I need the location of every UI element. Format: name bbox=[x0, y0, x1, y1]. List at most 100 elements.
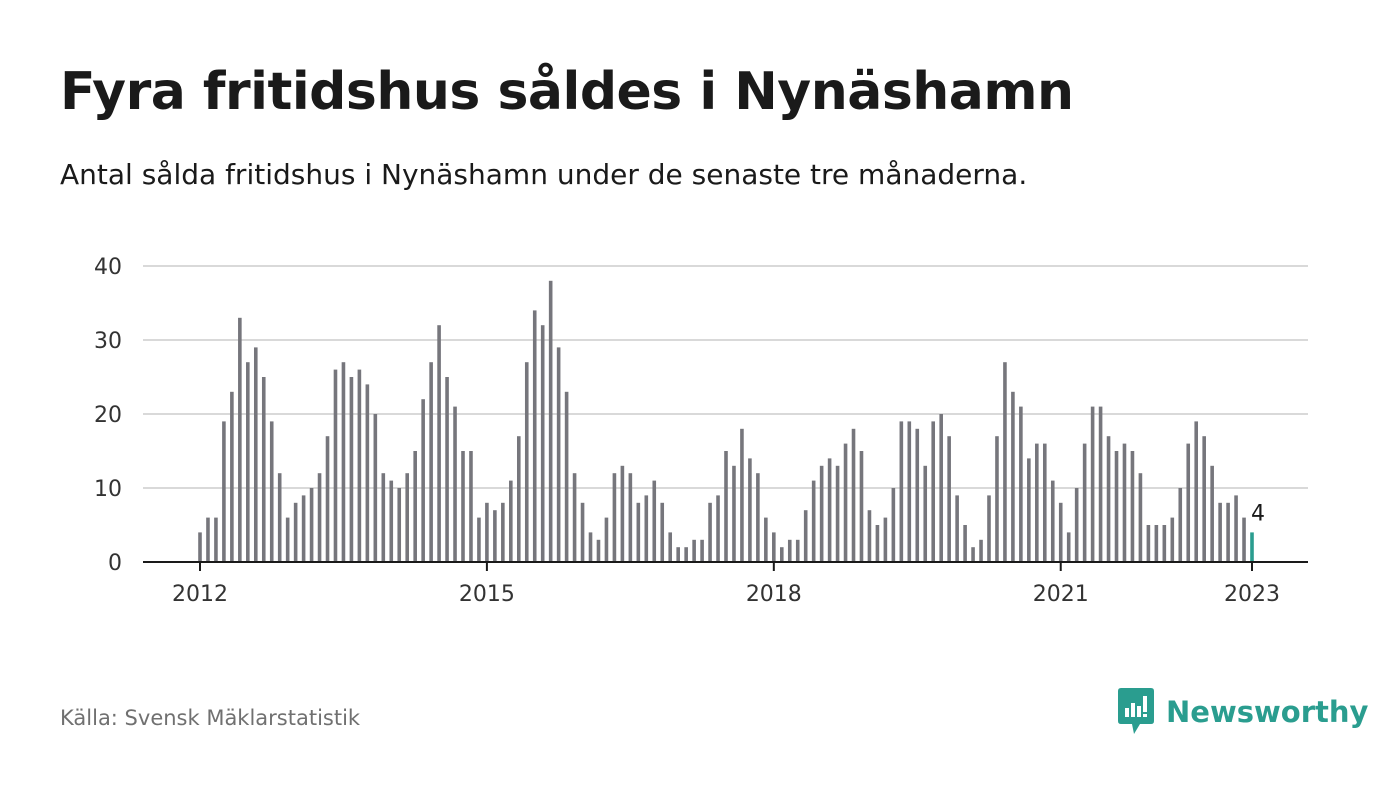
bar bbox=[1011, 391, 1015, 562]
bar bbox=[668, 532, 673, 562]
bar bbox=[859, 451, 864, 562]
x-tick-label: 2023 bbox=[1224, 582, 1280, 607]
bar bbox=[293, 502, 298, 562]
bar bbox=[349, 377, 354, 562]
bar bbox=[285, 517, 290, 562]
bar bbox=[676, 547, 680, 562]
bar bbox=[1154, 525, 1159, 562]
bar bbox=[206, 517, 210, 562]
bar bbox=[1082, 443, 1087, 562]
bar bbox=[604, 517, 609, 562]
bar bbox=[1234, 495, 1238, 562]
bar bbox=[469, 451, 473, 562]
x-tick-label: 2021 bbox=[1033, 582, 1089, 607]
bar bbox=[1027, 458, 1031, 562]
bar bbox=[612, 473, 617, 562]
bar bbox=[524, 362, 529, 562]
bar bbox=[1130, 451, 1135, 562]
bar bbox=[819, 465, 824, 562]
axes: 0 10 20 30 40 2012 2015 2018 2021 2023 4 bbox=[94, 255, 1308, 607]
y-tick-label: 0 bbox=[108, 551, 122, 576]
bar bbox=[1242, 517, 1246, 562]
bar bbox=[405, 473, 410, 562]
bar bbox=[1106, 436, 1111, 562]
bar bbox=[516, 436, 521, 562]
bar bbox=[851, 428, 856, 562]
bar bbox=[660, 502, 665, 562]
bar bbox=[1074, 488, 1079, 562]
bar bbox=[230, 391, 234, 562]
bar bbox=[1035, 443, 1039, 562]
bar bbox=[532, 310, 537, 562]
bar bbox=[214, 517, 218, 562]
x-tick-label: 2018 bbox=[746, 582, 802, 607]
bar bbox=[947, 436, 951, 562]
x-tick-label: 2012 bbox=[172, 582, 228, 607]
x-tick-label: 2015 bbox=[459, 582, 515, 607]
bar bbox=[787, 539, 792, 562]
bar bbox=[636, 502, 641, 562]
bar bbox=[373, 414, 378, 562]
bar bbox=[628, 473, 633, 562]
bar bbox=[341, 362, 346, 562]
bar bbox=[246, 362, 250, 562]
bar bbox=[883, 517, 888, 562]
bar bbox=[1162, 525, 1167, 562]
bar bbox=[923, 465, 928, 562]
bar bbox=[198, 532, 202, 562]
bar bbox=[764, 517, 768, 562]
bar bbox=[509, 480, 513, 562]
bar bbox=[261, 377, 266, 562]
bar bbox=[1050, 480, 1055, 562]
bar bbox=[381, 473, 386, 562]
bar bbox=[652, 480, 657, 562]
bar bbox=[867, 510, 872, 562]
bar bbox=[1114, 451, 1119, 562]
bar bbox=[732, 465, 736, 562]
bar bbox=[835, 465, 840, 562]
bar bbox=[548, 280, 553, 562]
bar bbox=[987, 495, 991, 562]
bar bbox=[357, 369, 362, 562]
bar bbox=[803, 510, 808, 562]
brand-name: Newsworthy bbox=[1166, 695, 1369, 729]
bar bbox=[1178, 488, 1183, 562]
bar bbox=[891, 488, 896, 562]
page-subtitle: Antal sålda fritidshus i Nynäshamn under… bbox=[60, 158, 1028, 191]
bar bbox=[963, 525, 967, 562]
bar bbox=[716, 495, 720, 562]
bar bbox=[325, 436, 330, 562]
bar bbox=[580, 502, 585, 562]
bar bbox=[317, 473, 322, 562]
bar bbox=[979, 539, 983, 562]
bar bbox=[1090, 406, 1095, 562]
bar bbox=[748, 458, 752, 562]
bar bbox=[939, 414, 943, 562]
bar bbox=[1250, 532, 1254, 562]
bar bbox=[915, 428, 920, 562]
bar bbox=[1138, 473, 1143, 562]
bar bbox=[1202, 436, 1206, 562]
bar bbox=[564, 391, 569, 562]
bar bbox=[397, 488, 402, 562]
bar bbox=[899, 421, 904, 562]
bar bbox=[1042, 443, 1047, 562]
bar bbox=[907, 421, 912, 562]
bar bbox=[692, 539, 696, 562]
bar bbox=[389, 480, 394, 562]
bar bbox=[556, 347, 561, 562]
brand-logo[interactable]: Newsworthy bbox=[1118, 688, 1368, 736]
bar bbox=[1210, 465, 1214, 562]
bar bbox=[1058, 502, 1063, 562]
y-tick-label: 10 bbox=[94, 477, 122, 502]
bar bbox=[588, 532, 593, 562]
bar bbox=[795, 539, 800, 562]
bar bbox=[277, 473, 282, 562]
bar bbox=[995, 436, 999, 562]
bar bbox=[620, 465, 625, 562]
bar bbox=[843, 443, 848, 562]
bar bbox=[269, 421, 274, 562]
bar bbox=[708, 502, 712, 562]
bar bbox=[1122, 443, 1127, 562]
bar bbox=[1218, 502, 1222, 562]
